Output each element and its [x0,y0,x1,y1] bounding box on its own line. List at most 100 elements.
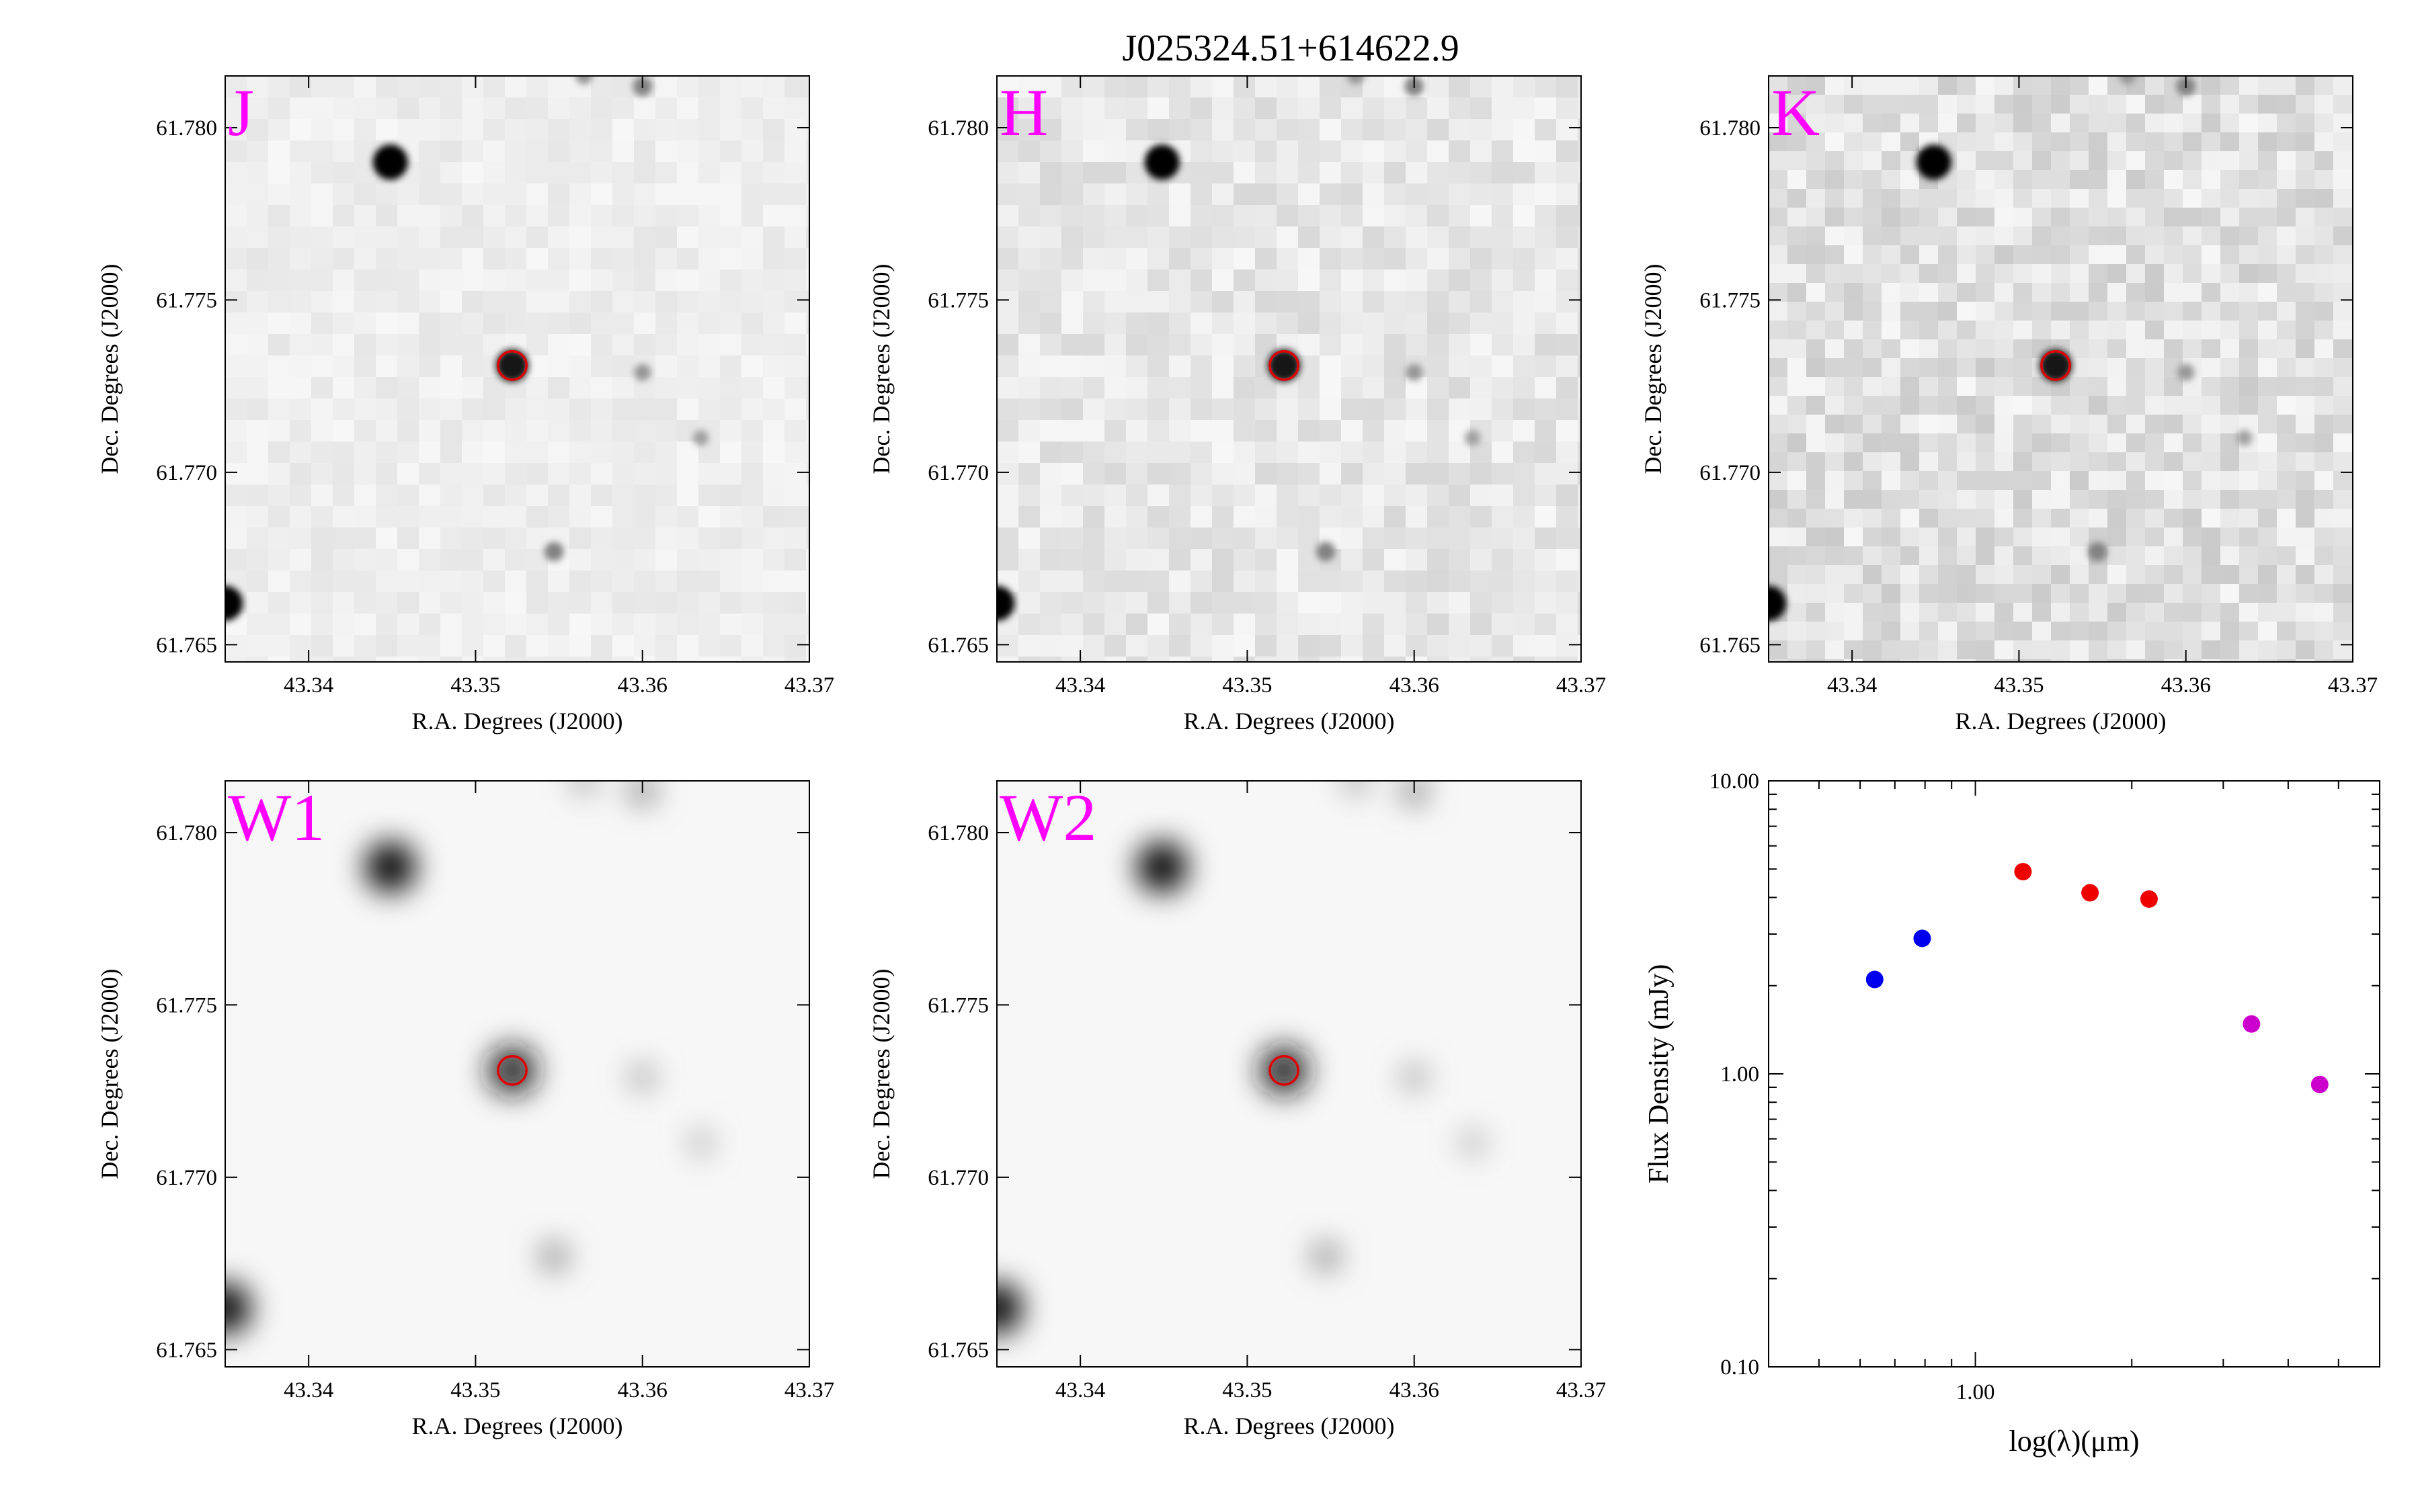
noise-cell [569,420,591,442]
noise-cell [1169,592,1191,614]
noise-cell [354,463,376,485]
noise-cell [2070,302,2089,321]
noise-cell [634,592,655,614]
noise-cell [247,226,268,248]
noise-cell [1147,205,1169,226]
noise-cell [2352,302,2353,321]
noise-cell [2296,490,2314,509]
noise-cell [1787,640,1806,659]
noise-cell [505,592,526,614]
noise-cell [1406,571,1427,592]
noise-cell [1470,162,1492,183]
noise-cell [569,97,591,119]
noise-cell [1298,183,1320,205]
noise-cell [2314,584,2333,603]
image-panel-w1: 43.34 43.35 43.36 43.3761.76561.77061.77561… [96,780,834,1439]
noise-cell [1994,622,2013,640]
noise-cell [1863,546,1882,565]
noise-cell [2314,546,2333,565]
noise-cell [1863,170,1882,189]
noise-cell [1994,114,2013,132]
noise-cell [1976,415,1994,433]
star [689,1131,713,1154]
noise-cell [354,312,376,334]
noise-cell [806,463,809,485]
noise-cell [1320,140,1341,162]
noise-cell [1976,452,1994,471]
noise-cell [2089,283,2107,302]
noise-cell [1578,183,1581,205]
noise-cell [763,291,784,312]
noise-cell [1787,189,1806,208]
noise-cell [1556,635,1578,657]
noise-cell [2013,76,2032,95]
noise-cell [333,377,354,398]
noise-cell [1844,132,1863,151]
noise-cell [2296,245,2314,264]
noise-cell [1900,283,1919,302]
noise-cell [1578,205,1581,226]
noise-cell [2296,132,2314,151]
noise-cell [1844,95,1863,114]
noise-cell [591,205,612,226]
noise-cell [1363,312,1384,334]
noise-cell [2145,565,2164,584]
sky-noise [997,76,1581,662]
noise-cell [1844,208,1863,226]
noise-cell [1578,334,1581,355]
noise-cell [1994,546,2013,565]
noise-cell [1126,291,1147,312]
noise-cell [1126,592,1147,614]
noise-cell [634,334,655,355]
noise-cell [247,291,268,312]
noise-cell [2296,377,2314,396]
noise-cell [634,119,655,140]
noise-cell [419,614,440,635]
noise-cell [1255,377,1277,398]
noise-cell [1449,571,1470,592]
noise-cell [1938,640,1957,659]
noise-cell [290,312,311,334]
noise-cell [806,334,809,355]
noise-cell [483,657,505,662]
noise-cell [1255,312,1277,334]
noise-cell [290,485,311,506]
noise-cell [1018,205,1040,226]
noise-cell [2258,302,2277,321]
noise-cell [1191,442,1212,463]
noise-cell [1255,291,1277,312]
noise-cell [505,657,526,662]
noise-cell [1061,226,1083,248]
noise-cell [2089,132,2107,151]
noise-cell [2126,528,2145,546]
noise-cell [1492,334,1513,355]
noise-cell [2333,528,2352,546]
y-tick-label: 61.765 [928,1338,989,1362]
x-tick-label: 43.36 [618,673,668,698]
noise-cell [1169,119,1191,140]
noise-cell [634,248,655,269]
noise-cell [1449,248,1470,269]
noise-cell [397,614,419,635]
noise-cell [2145,396,2164,415]
noise-cell [2333,226,2352,245]
noise-cell [591,183,612,205]
star-field [225,76,709,621]
noise-cell [1212,377,1234,398]
noise-cell [1825,76,1844,95]
noise-cell [1427,657,1449,662]
noise-cell [526,657,548,662]
noise-cell [1363,355,1384,377]
noise-cell [2107,584,2126,603]
noise-cell [1298,291,1320,312]
noise-cell [1169,183,1191,205]
noise-cell [2032,245,2051,264]
noise-cell [1234,76,1255,97]
noise-cell [1191,528,1212,549]
noise-cell [698,97,720,119]
noise-cell [698,291,720,312]
noise-cell [268,528,290,549]
noise-cell [1938,528,1957,546]
noise-cell [1994,358,2013,377]
noise-cell [763,398,784,420]
